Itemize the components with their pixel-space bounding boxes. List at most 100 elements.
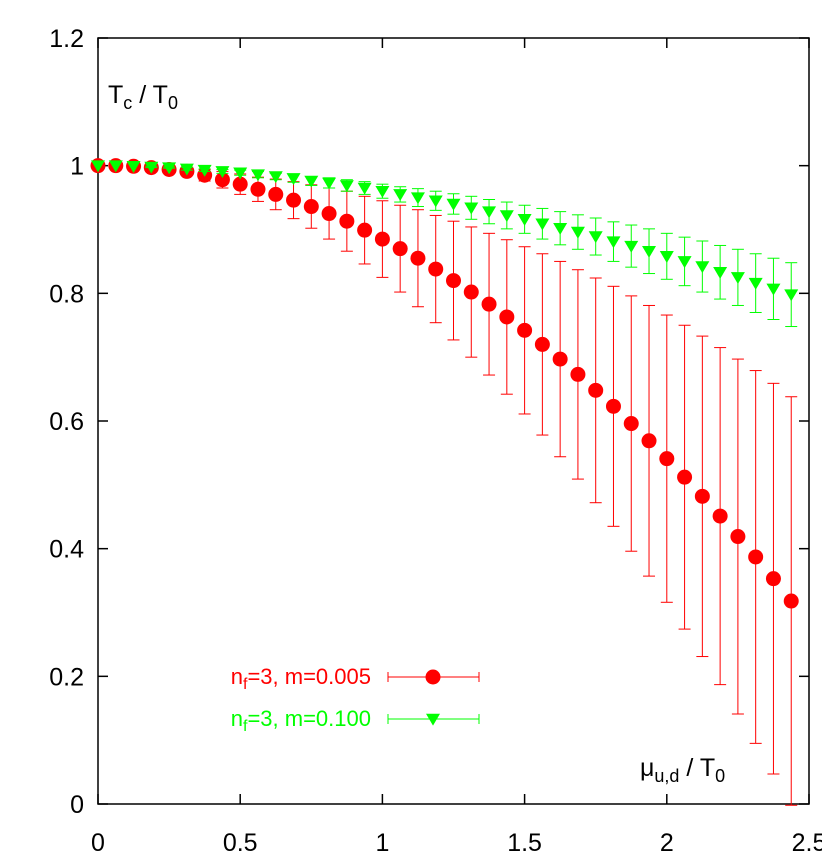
data-point [588,231,603,244]
data-point [126,161,141,173]
data-point [375,185,390,198]
data-point [162,162,177,175]
data-point [339,180,354,193]
data-point [357,222,373,238]
data-point [730,529,746,545]
data-point [108,160,123,173]
y-axis-title: Tc / T0 [108,81,178,113]
data-point [303,199,319,215]
data-point [570,366,586,382]
data-point [784,289,799,302]
legend-marker [426,713,440,726]
x-tick-label: 2 [660,829,674,857]
series-1 [90,158,799,806]
data-point [677,256,692,269]
data-point [481,296,497,312]
y-tick-label: 0.8 [49,280,84,308]
data-point [464,202,479,215]
y-tick-label: 0.6 [49,408,84,436]
data-point [642,245,657,258]
data-point [606,236,621,249]
data-point [712,508,728,524]
y-axis-label: Tc / T0 [108,81,178,113]
data-point [179,163,194,176]
data-point [783,593,799,609]
data-point [766,283,781,296]
x-tick-label: 0.5 [223,829,258,857]
legend-label: nf=3, m=0.005 [231,664,371,693]
data-point [553,222,568,235]
data-point [197,164,212,177]
x-axis-title: μu,d / T0 [640,754,725,786]
data-point [482,206,497,219]
data-point [357,182,372,195]
data-point [748,277,763,290]
data-point [250,181,266,197]
data-point [623,416,639,432]
data-point [588,382,604,398]
data-point [268,186,284,202]
data-point [730,272,745,285]
data-point [535,218,550,231]
data-point [286,192,302,208]
data-point [410,192,425,205]
data-series [90,158,799,806]
y-tick-label: 0.4 [49,536,84,564]
data-point [605,398,621,414]
data-point [232,176,248,192]
x-axis-label: μu,d / T0 [640,754,725,786]
data-point [392,241,408,257]
data-point [677,469,693,485]
data-point [321,206,337,222]
y-tick-label: 0 [70,791,84,819]
data-point [570,226,585,239]
legend-marker [425,669,441,685]
data-point [374,231,390,247]
data-point [144,161,159,174]
data-point [499,210,514,223]
data-point [695,261,710,274]
data-point [624,240,639,253]
data-point [641,433,657,449]
legend: nf=3, m=0.005 nf=3, m=0.100 [231,664,480,735]
data-point [517,214,532,226]
data-point [463,284,479,300]
data-point [713,267,728,279]
data-point [499,309,515,325]
data-point [322,177,337,190]
x-tick-label: 0 [91,829,105,857]
data-point [233,167,248,180]
y-tick-label: 1.2 [49,25,84,53]
x-tick-label: 2.5 [792,829,822,857]
data-point [428,195,443,208]
data-point [410,250,426,266]
data-point [286,173,301,186]
data-point [91,160,105,173]
data-point [517,322,533,338]
series-2 [91,160,799,328]
data-point [748,549,764,565]
data-point [339,213,355,229]
data-point [694,488,710,504]
data-point [268,171,283,184]
axis-ticks: 0 0.5 1 1.5 2 2.5 0 0.2 0.4 0.6 0.8 1 1.2 [49,25,822,857]
x-tick-label: 1 [375,829,389,857]
data-point [765,571,781,587]
data-point [446,273,461,289]
y-tick-label: 1 [70,153,84,181]
data-point [659,251,674,263]
data-point [215,166,230,179]
x-tick-label: 1.5 [507,829,542,857]
data-point [250,169,265,182]
data-point [534,336,550,352]
data-point [659,451,675,467]
data-point [304,175,319,188]
data-point [446,198,461,211]
legend-label: nf=3, m=0.100 [231,706,371,735]
y-tick-label: 0.2 [49,663,84,691]
data-point [214,172,230,188]
data-point [428,261,444,277]
data-point [393,189,408,202]
data-point [552,351,568,367]
